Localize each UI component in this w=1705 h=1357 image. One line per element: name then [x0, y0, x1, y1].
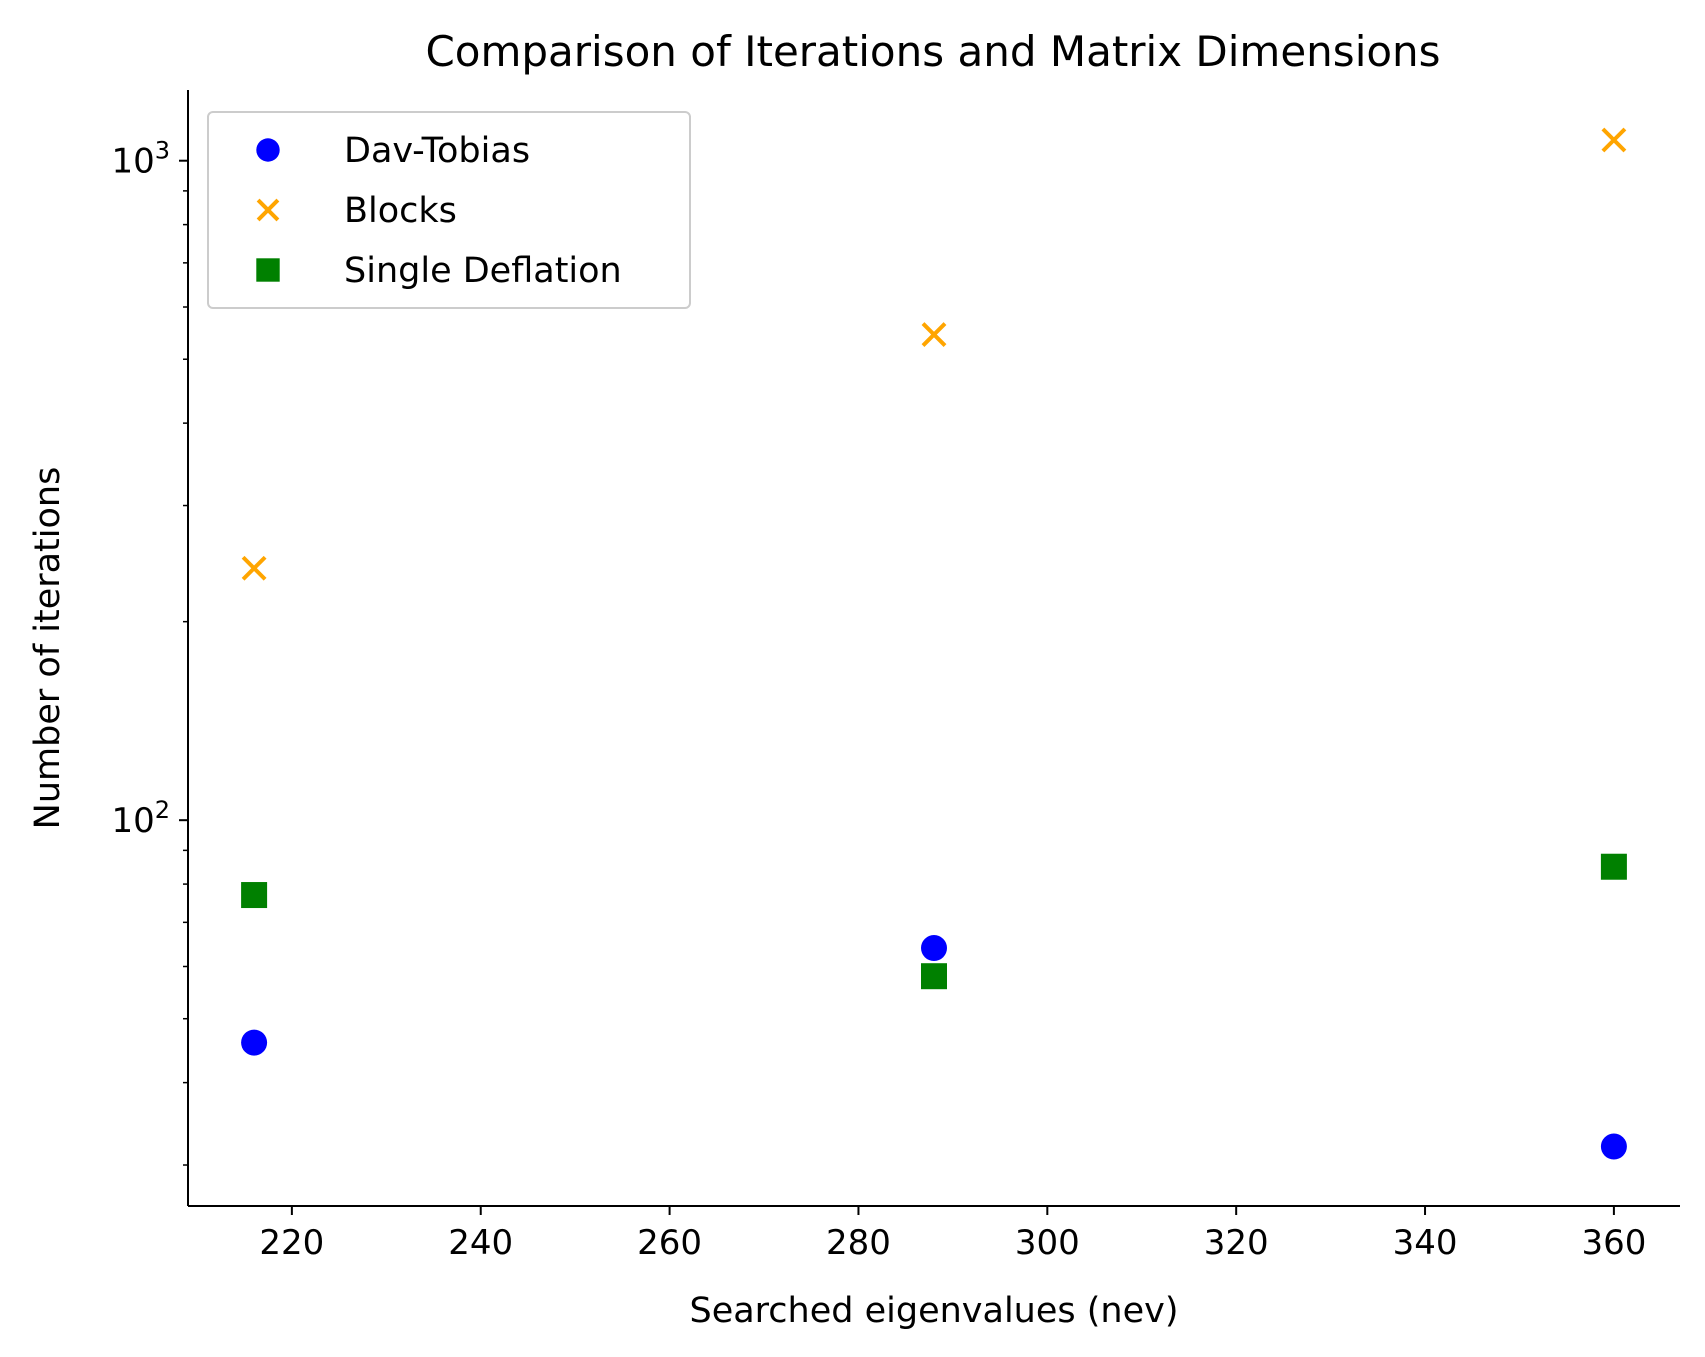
- x-tick-label: 360: [1581, 1223, 1646, 1263]
- legend-frame: [207, 111, 691, 309]
- legend-label: Single Deflation: [344, 251, 622, 291]
- x-axis-ticks: 220 240 260 280 300 320 340 360: [259, 1206, 1646, 1263]
- x-tick-label: 340: [1393, 1223, 1458, 1263]
- y-axis-title: Number of iterations: [28, 467, 68, 830]
- single-deflation-point: [921, 963, 947, 990]
- legend-marker: [256, 198, 280, 222]
- blocks-point: [921, 322, 947, 347]
- x-tick-label: 300: [1015, 1223, 1080, 1263]
- y-tick-label-exponent: 2: [155, 796, 170, 824]
- dav-tobias-point: [1600, 1133, 1627, 1160]
- y-tick-label: 103: [111, 137, 170, 182]
- blocks-point: [1601, 127, 1627, 153]
- legend-label: Blocks: [344, 191, 457, 231]
- blocks-point: [241, 555, 267, 581]
- legend-marker: [256, 258, 280, 282]
- dav-tobias-point: [241, 1029, 268, 1056]
- legend: Dav-Tobias Blocks Single Deflation: [207, 111, 691, 309]
- single-deflation-point: [241, 882, 268, 909]
- y-tick-label-base: 10: [111, 142, 154, 182]
- x-tick-label: 320: [1204, 1223, 1269, 1263]
- y-tick-label-exponent: 3: [155, 137, 170, 165]
- x-tick-label: 260: [637, 1223, 702, 1263]
- y-tick-label: 102: [111, 796, 170, 841]
- legend-label: Dav-Tobias: [344, 131, 530, 171]
- x-tick-label: 220: [259, 1223, 324, 1263]
- scatter-points: [241, 127, 1627, 1160]
- legend-marker: [256, 138, 280, 162]
- single-deflation-point: [1600, 853, 1627, 880]
- y-tick-label-base: 10: [111, 801, 154, 841]
- x-axis-title: Searched eigenvalues (nev): [689, 1291, 1178, 1331]
- x-tick-label: 240: [448, 1223, 513, 1263]
- chart-title: Comparison of Iterations and Matrix Dime…: [425, 27, 1440, 76]
- x-tick-label: 280: [826, 1223, 891, 1263]
- dav-tobias-point: [921, 935, 947, 962]
